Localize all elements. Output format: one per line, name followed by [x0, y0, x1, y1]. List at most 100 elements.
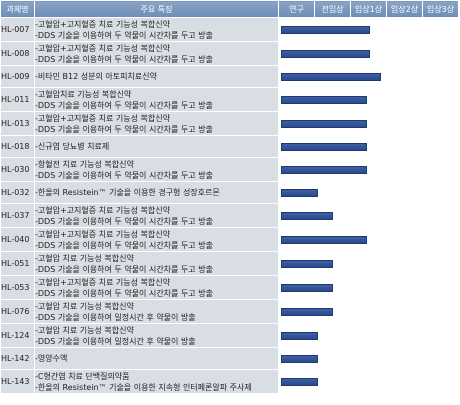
progress-bar — [280, 354, 319, 363]
phase-cell — [350, 299, 387, 324]
phase-cell — [350, 347, 387, 370]
phase-cell — [386, 157, 423, 182]
row-code: HL-018 — [0, 135, 35, 158]
progress-bar — [280, 307, 333, 316]
row-feature: -고혈압+고지혈증 치료 기능성 복합신약 -DDS 기술을 이용하여 두 약물이… — [34, 111, 279, 136]
phase-cell — [350, 203, 387, 228]
row-code: HL-037 — [0, 203, 35, 228]
row-feature: -고혈압+고지혈증 치료 기능성 복합신약 -DDS 기술을 이용하여 두 약물이… — [34, 41, 279, 66]
row-feature: -고혈압+고지혈증 치료 기능성 복합신약 -DDS 기술을 이용하여 두 약물이… — [34, 275, 279, 300]
row-code: HL-013 — [0, 111, 35, 136]
feature-line: -DDS 기술을 이용하여 두 약물이 시간차를 두고 방출 — [35, 100, 213, 110]
progress-bar — [280, 25, 371, 34]
table-row: HL-143 -C형간염 치료 단백질의약품 -한올의 Resistein™ 기술을… — [0, 369, 459, 394]
phase-cell — [422, 41, 459, 66]
progress-bar — [280, 283, 333, 292]
row-feature: -고혈압 치료 기능성 복합신약 -DDS 기술을 이용하여 일정시간 후 약물이… — [34, 299, 279, 324]
row-code: HL-032 — [0, 181, 35, 204]
table-row: HL-053 -고혈압+고지혈증 치료 기능성 복합신약 -DDS 기술을 이용하여… — [0, 275, 459, 300]
feature-line: -고혈압+고지혈증 치료 기능성 복합신약 — [35, 19, 170, 29]
phase-cell — [386, 135, 423, 158]
feature-line: -고혈압+고지혈증 치료 기능성 복합신약 — [35, 113, 170, 123]
progress-bar — [280, 119, 367, 128]
feature-line: -고혈압+고지혈증 치료 기능성 복합신약 — [35, 277, 170, 287]
header-phase-research: 연구 — [278, 0, 315, 18]
row-code: HL-143 — [0, 369, 35, 394]
phase-cell — [422, 347, 459, 370]
phase-cell — [386, 299, 423, 324]
progress-bar — [280, 72, 382, 81]
header-phase-1: 임상1상 — [350, 0, 387, 18]
feature-line: -고혈압+고지혈증 치료 기능성 복합신약 — [35, 229, 170, 239]
row-code: HL-040 — [0, 227, 35, 252]
phase-cell — [350, 135, 387, 158]
row-feature: -신규염 당뇨병 치료제 — [34, 135, 279, 158]
phase-cell — [386, 181, 423, 204]
feature-line: -DDS 기술을 이용하여 일정시간 후 약물이 방출 — [35, 312, 196, 322]
row-code: HL-009 — [0, 65, 35, 88]
row-feature: -고혈압+고지혈증 치료 기능성 복합신약 -DDS 기술을 이용하여 두 약물이… — [34, 227, 279, 252]
feature-line: -DDS 기술을 이용하여 두 약물이 시간차를 두고 방출 — [35, 54, 213, 64]
progress-bar — [280, 211, 333, 220]
feature-line: -DDS 기술을 이용하여 두 약물이 시간차를 두고 방출 — [35, 124, 213, 134]
header-row: 과제명 주요 특징 연구 전임상 임상1상 임상2상 임상3상 — [0, 0, 459, 18]
phase-cell — [386, 251, 423, 276]
row-feature: -고혈압 치료 기능성 복합신약 -DDS 기술을 이용하여 일정시간 후 약물이… — [34, 323, 279, 348]
header-phase-2: 임상2상 — [386, 0, 423, 18]
row-code: HL-011 — [0, 87, 35, 112]
phase-cell — [386, 17, 423, 42]
feature-line: -DDS 기술을 이용하여 두 약물이 시간차를 두고 방출 — [35, 288, 213, 298]
header-feature: 주요 특징 — [34, 0, 279, 18]
table-row: HL-032 -한올의 Resistein™ 기술을 이용한 경구형 성장호르몬 — [0, 181, 459, 204]
phase-cell — [422, 111, 459, 136]
progress-bar — [280, 188, 319, 197]
table-row: HL-009 -비타민 B12 성분의 아토피치료신약 — [0, 65, 459, 88]
header-code: 과제명 — [0, 0, 35, 18]
phase-cell — [422, 17, 459, 42]
feature-line: -영양수액 — [35, 354, 68, 363]
pipeline-table: 과제명 주요 특징 연구 전임상 임상1상 임상2상 임상3상 HL-007 -고… — [0, 0, 459, 394]
table-row: HL-124 -고혈압 치료 기능성 복합신약 -DDS 기술을 이용하여 일정시간… — [0, 323, 459, 348]
table-row: HL-040 -고혈압+고지혈증 치료 기능성 복합신약 -DDS 기술을 이용하여… — [0, 227, 459, 252]
phase-cell — [314, 181, 351, 204]
phase-cell — [422, 251, 459, 276]
phase-cell — [422, 87, 459, 112]
feature-line: -고혈압+고지혈증 치료 기능성 복합신약 — [35, 43, 170, 53]
phase-cell — [386, 111, 423, 136]
row-code: HL-142 — [0, 347, 35, 370]
table-row: HL-030 -항혈전 치료 기능성 복합신약 -DDS 기술을 이용하여 두 약물… — [0, 157, 459, 182]
phase-cell — [386, 227, 423, 252]
table-row: HL-142 -영양수액 — [0, 347, 459, 370]
feature-line: -고혈압 치료 기능성 복합신약 — [35, 325, 134, 335]
row-feature: -C형간염 치료 단백질의약품 -한올의 Resistein™ 기술을 이용한 지… — [34, 369, 279, 394]
feature-line: -한올의 Resistein™ 기술을 이용한 지속형 인터페론알파 주사제 — [35, 382, 252, 392]
feature-line: -고혈압 치료 기능성 복합신약 — [35, 253, 134, 263]
row-feature: -비타민 B12 성분의 아토피치료신약 — [34, 65, 279, 88]
phase-cell — [422, 203, 459, 228]
progress-bar — [280, 259, 333, 268]
feature-line: -DDS 기술을 이용하여 두 약물이 시간차를 두고 방출 — [35, 264, 213, 274]
feature-line: -한올의 Resistein™ 기술을 이용한 경구형 성장호르몬 — [35, 188, 220, 197]
phase-cell — [386, 323, 423, 348]
progress-bar — [280, 377, 319, 386]
phase-cell — [422, 181, 459, 204]
progress-bar — [280, 165, 367, 174]
phase-cell — [386, 87, 423, 112]
row-code: HL-076 — [0, 299, 35, 324]
table-row: HL-013 -고혈압+고지혈증 치료 기능성 복합신약 -DDS 기술을 이용하여… — [0, 111, 459, 136]
feature-line: -신규염 당뇨병 치료제 — [35, 142, 110, 151]
table-row: HL-011 -고혈압치료 기능성 복합신약 -DDS 기술을 이용하여 두 약물이… — [0, 87, 459, 112]
phase-cell — [422, 369, 459, 394]
progress-bar — [280, 142, 367, 151]
phase-cell — [422, 65, 459, 88]
phase-cell — [386, 275, 423, 300]
phase-cell — [386, 203, 423, 228]
table-row: HL-018 -신규염 당뇨병 치료제 — [0, 135, 459, 158]
phase-cell — [386, 65, 423, 88]
progress-bar — [280, 235, 367, 244]
feature-line: -DDS 기술을 이용하여 두 약물이 시간차를 두고 방출 — [35, 216, 213, 226]
feature-line: -고혈압 치료 기능성 복합신약 — [35, 301, 134, 311]
row-code: HL-053 — [0, 275, 35, 300]
phase-cell — [350, 157, 387, 182]
